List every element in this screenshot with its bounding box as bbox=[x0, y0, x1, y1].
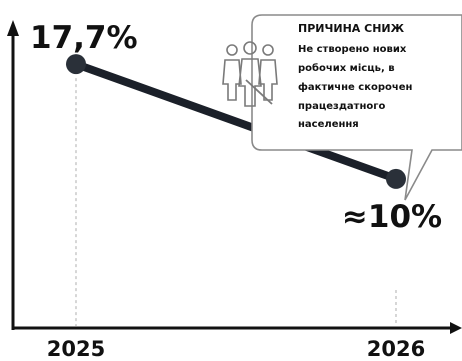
x-axis-arrow bbox=[450, 322, 462, 334]
data-point-2026 bbox=[386, 168, 406, 189]
callout-text-line-4: працездатного bbox=[298, 101, 385, 112]
people-group-icon bbox=[222, 41, 278, 107]
callout-bubble bbox=[251, 14, 462, 201]
x-tick-label-2025: 2025 bbox=[47, 337, 105, 361]
callout-text-line-3: фактичне скорочен bbox=[298, 81, 413, 93]
data-label-2026: ≈10% bbox=[342, 199, 442, 235]
callout-text-line-5: населення bbox=[298, 119, 359, 130]
data-point-2025 bbox=[66, 54, 86, 75]
data-label-2025: 17,7% bbox=[30, 20, 138, 56]
callout-text-line-1: Не створено нових bbox=[298, 44, 407, 55]
callout: ПРИЧИНА СНИЖ Не створено нових робочих м… bbox=[222, 14, 462, 201]
callout-title: ПРИЧИНА СНИЖ bbox=[298, 22, 405, 35]
callout-text-line-2: робочих місць, в bbox=[298, 62, 395, 74]
x-tick-label-2026: 2026 bbox=[367, 337, 425, 361]
y-axis-arrow bbox=[7, 20, 19, 36]
series-line bbox=[72, 60, 400, 183]
